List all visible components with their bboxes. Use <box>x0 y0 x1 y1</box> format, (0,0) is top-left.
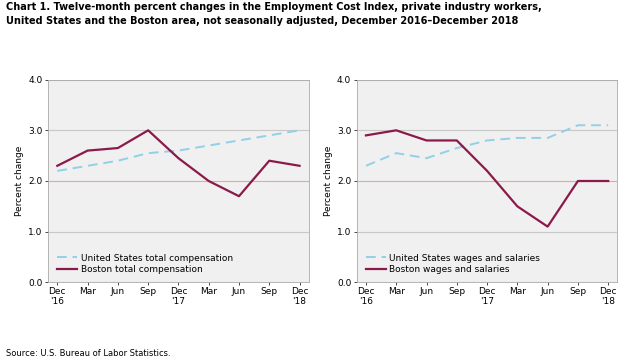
Text: Source: U.S. Bureau of Labor Statistics.: Source: U.S. Bureau of Labor Statistics. <box>6 349 171 358</box>
Text: Chart 1. Twelve-month percent changes in the Employment Cost Index, private indu: Chart 1. Twelve-month percent changes in… <box>6 2 542 12</box>
Legend: United States total compensation, Boston total compensation: United States total compensation, Boston… <box>55 252 235 276</box>
Y-axis label: Percent change: Percent change <box>15 146 24 216</box>
Y-axis label: Percent change: Percent change <box>324 146 333 216</box>
Legend: United States wages and salaries, Boston wages and salaries: United States wages and salaries, Boston… <box>364 252 542 276</box>
Text: United States and the Boston area, not seasonally adjusted, December 2016–Decemb: United States and the Boston area, not s… <box>6 16 519 26</box>
